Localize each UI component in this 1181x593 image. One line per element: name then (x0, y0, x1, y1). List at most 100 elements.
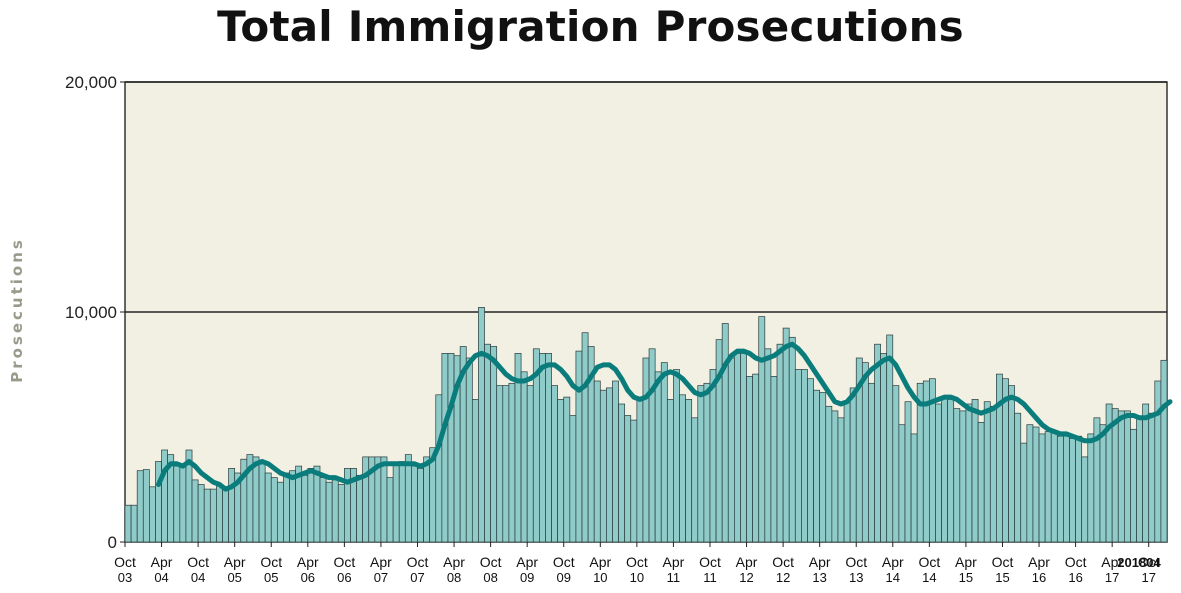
bar (161, 449, 168, 543)
bar (319, 477, 327, 543)
bar (861, 362, 869, 543)
bar (197, 484, 205, 543)
x-tick-label-month: Oct (553, 554, 575, 570)
bar (569, 415, 577, 543)
bar (392, 463, 400, 543)
bar (953, 408, 961, 543)
bar (977, 422, 985, 543)
bar (892, 385, 900, 543)
bar (1081, 456, 1089, 543)
bar (593, 380, 601, 543)
bar (435, 394, 443, 543)
bar (465, 357, 473, 543)
bar (734, 353, 741, 543)
bar (203, 488, 211, 543)
chart-title: Total Immigration Prosecutions (217, 2, 964, 51)
bar (258, 461, 266, 543)
bar (575, 350, 583, 543)
x-tick-label-year: 07 (410, 570, 424, 585)
bar (807, 378, 814, 543)
bar (764, 348, 772, 543)
bar (666, 399, 674, 543)
bar (1148, 412, 1156, 543)
bar (423, 456, 431, 543)
bar (648, 348, 656, 543)
bar (819, 392, 827, 543)
bar (356, 474, 363, 543)
bar (660, 362, 668, 543)
bar (252, 456, 260, 543)
bar (136, 470, 144, 543)
bar (404, 454, 412, 543)
bar (496, 385, 504, 543)
x-tick-label-year: 09 (557, 570, 571, 585)
bar (1087, 433, 1095, 543)
x-tick-label-year: 16 (1032, 570, 1046, 585)
bar (831, 410, 839, 543)
x-tick-label-month: Apr (224, 554, 246, 570)
bar (301, 474, 309, 543)
x-tick-label-month: Oct (1065, 554, 1087, 570)
bar (563, 396, 571, 543)
y-tick-label: 10,000 (65, 303, 117, 322)
x-tick-label-month: Oct (626, 554, 648, 570)
bar (142, 469, 150, 543)
y-ticks: 0 10,000 20,000 (65, 73, 125, 552)
bar (1111, 408, 1119, 543)
bar (612, 380, 619, 543)
x-tick-label-year: 14 (886, 570, 900, 585)
bar (599, 389, 607, 543)
bar (362, 456, 370, 543)
x-tick-label-month: Apr (151, 554, 173, 570)
bar (898, 424, 906, 543)
x-tick-label-year: 08 (447, 570, 461, 585)
bar (624, 415, 632, 543)
bar (228, 468, 236, 543)
bar (441, 353, 449, 543)
x-tick-label-month: Oct (114, 554, 136, 570)
x-tick-label-year: 05 (227, 570, 241, 585)
bar (770, 376, 778, 543)
bar (1063, 435, 1070, 543)
x-tick-label-month: Oct (772, 554, 794, 570)
x-tick-label-year: 05 (264, 570, 278, 585)
bar (1032, 426, 1040, 543)
bar (447, 353, 455, 543)
bar (411, 465, 418, 543)
bar (1050, 431, 1058, 543)
bar (331, 479, 339, 543)
bar (478, 307, 485, 543)
x-tick-label-month: Apr (443, 554, 465, 570)
x-tick-label-month: Apr (370, 554, 392, 570)
bar (307, 468, 315, 543)
x-tick-label-month: Apr (663, 554, 685, 570)
bars (124, 307, 1168, 543)
bar (191, 479, 199, 543)
x-ticks: Oct03Apr04Oct04Apr05Oct05Apr06Oct06Apr07… (114, 542, 1161, 585)
bar (776, 343, 784, 543)
x-tick-label-month: Oct (187, 554, 209, 570)
x-tick-label-year: 10 (593, 570, 607, 585)
bar (910, 433, 918, 543)
bar (1069, 438, 1076, 543)
x-tick-label-year: 04 (154, 570, 168, 585)
x-tick-label-month: Apr (589, 554, 611, 570)
bar (124, 504, 132, 543)
bar (959, 410, 967, 543)
bar (837, 417, 845, 543)
x-tick-label-month: Apr (1028, 554, 1050, 570)
bar (673, 369, 680, 543)
x-tick-label-year: 14 (922, 570, 936, 585)
bar (630, 419, 638, 543)
bar (539, 353, 546, 543)
bar (709, 369, 717, 543)
bar (1142, 403, 1150, 543)
x-tick-label-month: Apr (736, 554, 758, 570)
x-tick-label-month: Apr (1101, 554, 1123, 570)
bar (843, 401, 851, 543)
bar (801, 369, 808, 543)
x-tick-label-year: 15 (995, 570, 1009, 585)
x-tick-label-month: Oct (992, 554, 1014, 570)
bar (1099, 424, 1107, 543)
x-tick-label-year: 12 (776, 570, 790, 585)
